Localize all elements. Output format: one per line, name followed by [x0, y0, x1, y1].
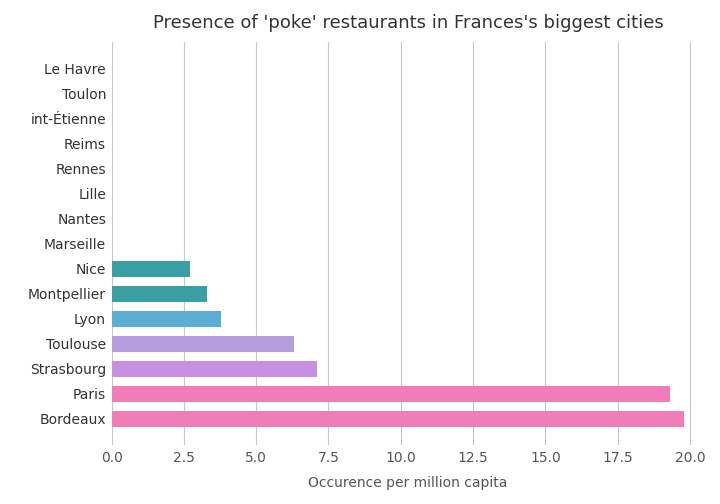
X-axis label: Occurence per million capita: Occurence per million capita	[308, 476, 508, 490]
Bar	[112, 286, 207, 302]
Bar	[112, 310, 222, 327]
Bar	[112, 411, 684, 427]
Bar	[112, 336, 294, 352]
Title: Presence of 'poke' restaurants in Frances's biggest cities: Presence of 'poke' restaurants in France…	[153, 14, 663, 32]
Bar	[112, 261, 189, 277]
Bar	[112, 361, 317, 377]
Bar	[112, 386, 670, 402]
